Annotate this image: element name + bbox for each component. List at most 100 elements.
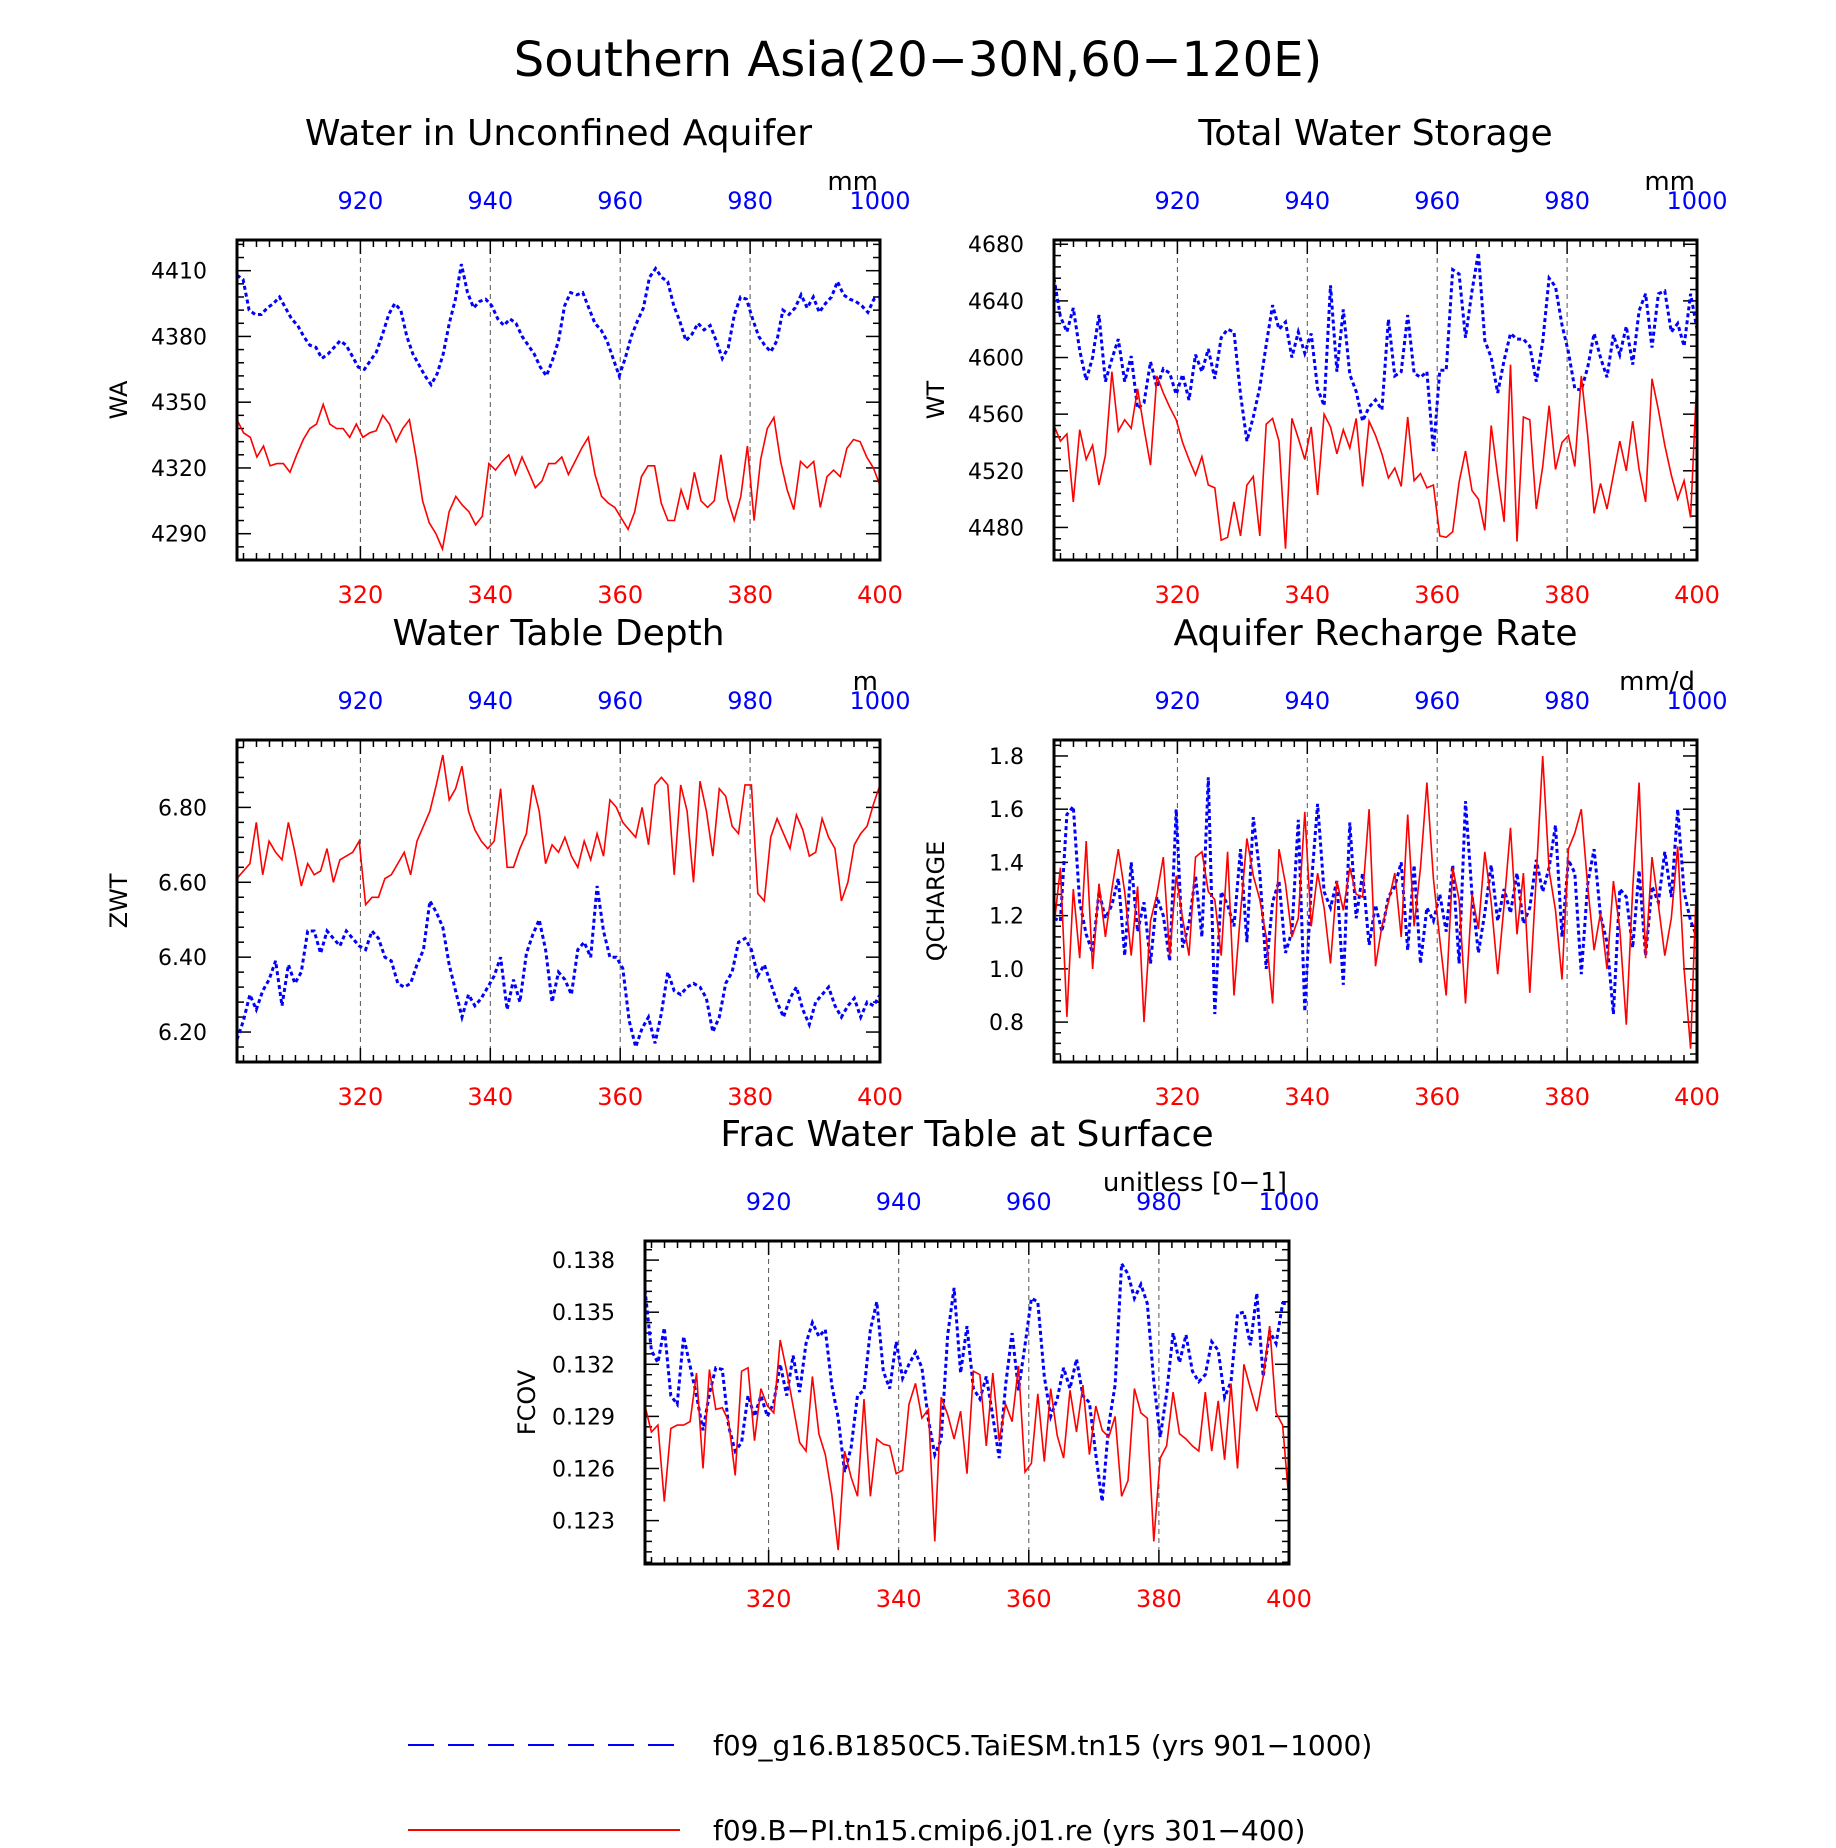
x-tick-label-top: 920 bbox=[1154, 687, 1200, 715]
series-line-blue bbox=[645, 1258, 1289, 1502]
y-tick-label: 4290 bbox=[151, 523, 207, 548]
plot-frame bbox=[1052, 738, 1699, 1064]
x-tick-label-top: 920 bbox=[1154, 187, 1200, 215]
x-tick-label-bottom: 340 bbox=[876, 1585, 922, 1613]
y-axis-label: WA bbox=[105, 380, 133, 419]
series-line-blue bbox=[1054, 252, 1697, 452]
y-tick-label: 6.20 bbox=[158, 1021, 207, 1046]
y-tick-label: 4350 bbox=[151, 391, 207, 416]
x-tick-label-bottom: 340 bbox=[467, 581, 513, 609]
x-tick-label-bottom: 340 bbox=[467, 1083, 513, 1111]
y-tick-label: 1.2 bbox=[989, 905, 1024, 930]
plot-frame bbox=[643, 1239, 1291, 1566]
y-tick-label: 1.0 bbox=[989, 958, 1024, 983]
x-tick-label-top: 940 bbox=[876, 1188, 922, 1216]
y-tick-label: 0.123 bbox=[552, 1510, 615, 1535]
x-tick-label-bottom: 380 bbox=[727, 1083, 773, 1111]
x-tick-label-bottom: 360 bbox=[1006, 1585, 1052, 1613]
plot-frame bbox=[235, 738, 882, 1064]
x-tick-label-bottom: 320 bbox=[1154, 1083, 1200, 1111]
x-tick-label-bottom: 400 bbox=[857, 581, 903, 609]
y-tick-label: 0.8 bbox=[989, 1011, 1024, 1036]
x-tick-label-bottom: 320 bbox=[337, 1083, 383, 1111]
y-tick-label: 1.4 bbox=[989, 851, 1024, 876]
y-tick-label: 4680 bbox=[968, 233, 1024, 258]
x-tick-label-top: 960 bbox=[1006, 1188, 1052, 1216]
panel-units: mm bbox=[1644, 167, 1695, 197]
y-tick-label: 4480 bbox=[968, 516, 1024, 541]
x-tick-label-bottom: 400 bbox=[1674, 1083, 1720, 1111]
x-tick-label-top: 960 bbox=[1414, 687, 1460, 715]
x-tick-label-top: 960 bbox=[1414, 187, 1460, 215]
panel-water-in-unconfined-aquifer: Water in Unconfined Aquifer mm WA 320 340 360… bbox=[105, 113, 911, 609]
y-axis-label: QCHARGE bbox=[922, 841, 950, 962]
x-tick-label-top: 920 bbox=[337, 687, 383, 715]
y-tick-label: 4600 bbox=[968, 347, 1024, 372]
legend-label-blue: f09_g16.B1850C5.TaiESM.tn15 (yrs 901−100… bbox=[713, 1729, 1372, 1762]
x-tick-label-top: 940 bbox=[1284, 187, 1330, 215]
legend-label-red: f09.B−PI.tn15.cmip6.j01.re (yrs 301−400) bbox=[713, 1814, 1305, 1847]
x-tick-label-bottom: 400 bbox=[857, 1083, 903, 1111]
y-tick-label: 0.138 bbox=[552, 1249, 615, 1274]
x-tick-label-bottom: 380 bbox=[1136, 1585, 1182, 1613]
x-tick-label-top: 1000 bbox=[849, 687, 910, 715]
x-tick-label-top: 980 bbox=[1136, 1188, 1182, 1216]
x-tick-label-top: 940 bbox=[467, 687, 513, 715]
x-tick-label-top: 960 bbox=[597, 187, 643, 215]
y-axis-label: WT bbox=[922, 380, 950, 419]
series-line-red bbox=[1054, 755, 1697, 1049]
y-tick-label: 4320 bbox=[151, 457, 207, 482]
x-tick-label-bottom: 320 bbox=[746, 1585, 792, 1613]
x-tick-label-top: 1000 bbox=[1666, 687, 1727, 715]
x-tick-label-top: 940 bbox=[1284, 687, 1330, 715]
panel-title: Total Water Storage bbox=[1197, 113, 1552, 154]
panel-title: Frac Water Table at Surface bbox=[720, 1114, 1213, 1155]
x-tick-label-bottom: 360 bbox=[597, 1083, 643, 1111]
y-tick-label: 4410 bbox=[151, 260, 207, 285]
panel-total-water-storage: Total Water Storage mm WT 320 340 360 380 400 92… bbox=[922, 113, 1728, 609]
panel-title: Water in Unconfined Aquifer bbox=[305, 113, 812, 154]
series-line-red bbox=[237, 754, 880, 907]
plot-frame bbox=[1052, 238, 1699, 562]
x-tick-label-bottom: 380 bbox=[1544, 581, 1590, 609]
y-tick-label: 1.8 bbox=[989, 745, 1024, 770]
x-tick-label-bottom: 380 bbox=[727, 581, 773, 609]
series-line-red bbox=[1054, 364, 1697, 549]
panel-frac-water-table-at-surface: Frac Water Table at Surface unitless [0−1… bbox=[513, 1114, 1320, 1613]
y-tick-label: 4380 bbox=[151, 325, 207, 350]
panel-title: Water Table Depth bbox=[392, 613, 724, 654]
x-tick-label-bottom: 400 bbox=[1674, 581, 1720, 609]
series-line-blue bbox=[237, 885, 880, 1053]
y-axis-label: ZWT bbox=[105, 873, 133, 928]
x-tick-label-bottom: 380 bbox=[1544, 1083, 1590, 1111]
x-tick-label-top: 960 bbox=[597, 687, 643, 715]
x-tick-label-bottom: 320 bbox=[337, 581, 383, 609]
y-tick-label: 1.6 bbox=[989, 798, 1024, 823]
x-tick-label-bottom: 360 bbox=[1414, 1083, 1460, 1111]
panel-units: m bbox=[853, 667, 878, 697]
x-tick-label-bottom: 360 bbox=[1414, 581, 1460, 609]
x-tick-label-top: 980 bbox=[727, 687, 773, 715]
panel-units: mm bbox=[827, 167, 878, 197]
x-tick-label-top: 940 bbox=[467, 187, 513, 215]
series-line-blue bbox=[1054, 777, 1697, 1015]
y-tick-label: 6.80 bbox=[158, 796, 207, 821]
x-tick-label-top: 1000 bbox=[1258, 1188, 1319, 1216]
y-tick-label: 0.132 bbox=[552, 1353, 615, 1378]
series-line-red bbox=[237, 401, 880, 552]
series-line-blue bbox=[237, 263, 880, 388]
y-tick-label: 4640 bbox=[968, 290, 1024, 315]
x-tick-label-top: 980 bbox=[1544, 187, 1590, 215]
legend: f09_g16.B1850C5.TaiESM.tn15 (yrs 901−100… bbox=[408, 1729, 1372, 1847]
y-axis-label: FCOV bbox=[513, 1369, 541, 1435]
panel-units: mm/d bbox=[1619, 667, 1695, 697]
x-tick-label-bottom: 320 bbox=[1154, 581, 1200, 609]
x-tick-label-top: 920 bbox=[746, 1188, 792, 1216]
x-tick-label-bottom: 400 bbox=[1266, 1585, 1312, 1613]
x-tick-label-top: 980 bbox=[727, 187, 773, 215]
y-tick-label: 0.135 bbox=[552, 1301, 615, 1326]
x-tick-label-bottom: 360 bbox=[597, 581, 643, 609]
x-tick-label-bottom: 340 bbox=[1284, 1083, 1330, 1111]
x-tick-label-bottom: 340 bbox=[1284, 581, 1330, 609]
